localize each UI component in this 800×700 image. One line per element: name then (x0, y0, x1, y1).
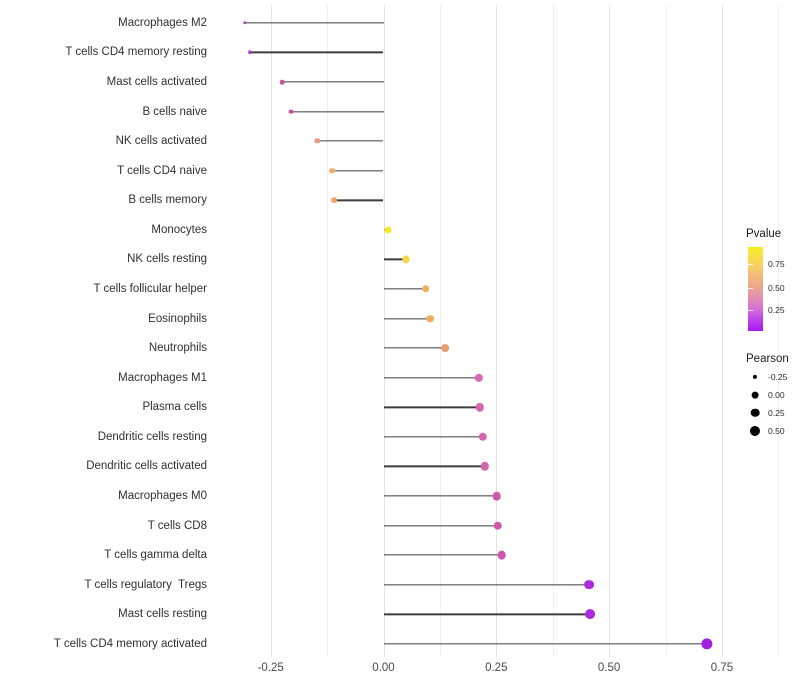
lollipop-segment (383, 347, 445, 349)
lollipop-segment (383, 288, 426, 290)
colorbar-tick (748, 264, 753, 265)
category-label: Macrophages M2 (118, 16, 207, 29)
category-label: T cells follicular helper (93, 282, 207, 295)
major-gridline (609, 5, 611, 657)
pearson-legend-label: 0.50 (768, 425, 785, 436)
lollipop-dot (475, 403, 485, 412)
category-label: Dendritic cells resting (97, 430, 207, 443)
minor-gridline (439, 5, 441, 657)
major-gridline (270, 5, 272, 657)
lollipop-dot (402, 255, 410, 263)
category-label: NK cells resting (127, 253, 207, 266)
category-label: T cells CD4 memory activated (53, 637, 207, 650)
lollipop-dot (440, 344, 449, 352)
minor-gridline (778, 5, 780, 657)
category-label: Macrophages M1 (118, 371, 207, 384)
lollipop-dot (474, 373, 483, 382)
lollipop-segment (332, 169, 384, 172)
lollipop-dot (384, 226, 392, 234)
x-axis-tick-label: 0.25 (485, 662, 508, 674)
lollipop-dot (248, 50, 252, 55)
lollipop-segment (383, 317, 430, 320)
major-gridline (722, 5, 723, 657)
major-gridline (496, 5, 498, 657)
pearson-legend-label: -0.25 (768, 372, 788, 382)
category-label: Plasma cells (142, 401, 207, 414)
legend-pvalue-title: Pvalue (746, 228, 782, 240)
colorbar-tick-label: 0.25 (768, 304, 785, 315)
lollipop-segment (383, 554, 502, 556)
lollipop-segment (383, 495, 497, 497)
category-label: T cells CD8 (147, 519, 207, 532)
pearson-legend-label: 0.00 (768, 389, 785, 400)
lollipop-segment (383, 406, 481, 408)
colorbar-tick-label: 0.75 (768, 259, 785, 269)
lollipop-dot (242, 21, 247, 25)
lollipop-dot (480, 462, 490, 471)
lollipop-dot (492, 491, 502, 501)
lollipop-segment (282, 81, 384, 83)
lollipop-dot (493, 521, 502, 530)
minor-gridline (327, 5, 329, 657)
minor-gridline (665, 5, 667, 657)
lollipop-dot (478, 432, 487, 441)
x-axis-tick-label: -0.25 (257, 662, 284, 674)
lollipop-segment (249, 51, 384, 54)
lollipop-dot (314, 138, 320, 144)
category-label: NK cells activated (115, 135, 207, 148)
lollipop-dot (583, 579, 594, 590)
category-label: Monocytes (151, 223, 207, 236)
lollipop-dot (330, 197, 337, 204)
lollipop-dot (497, 550, 507, 560)
legend-pearson-title: Pearson (746, 353, 789, 365)
lollipop-segment (383, 436, 483, 438)
category-label: Eosinophils (148, 312, 207, 325)
minor-gridline (552, 5, 554, 657)
x-axis-tick-label: 0.50 (597, 662, 621, 674)
lollipop-dot (426, 314, 434, 323)
major-gridline (383, 5, 385, 657)
category-label: Neutrophils (148, 342, 207, 355)
pearson-legend-dot (749, 425, 761, 436)
lollipop-segment (383, 258, 407, 261)
category-label: Mast cells activated (106, 75, 207, 88)
pearson-legend-dot (751, 391, 759, 399)
lollipop-dot (288, 109, 294, 114)
colorbar-tick-label: 0.50 (768, 282, 785, 293)
lollipop-segment (383, 613, 591, 615)
lollipop-segment (383, 643, 707, 645)
x-axis-tick-label: 0.00 (372, 662, 395, 674)
lollipop-dot (329, 167, 335, 174)
lollipop-dot (279, 79, 285, 85)
lollipop-dot (585, 609, 596, 620)
x-axis-tick-label: 0.75 (710, 662, 734, 674)
colorbar-tick (748, 309, 753, 311)
pearson-legend-dot (752, 374, 758, 380)
lollipop-segment (383, 524, 498, 527)
category-label: T cells gamma delta (104, 549, 207, 562)
category-label: Macrophages M0 (118, 489, 207, 502)
pearson-legend-label: 0.25 (768, 407, 785, 418)
category-label: B cells naive (142, 105, 207, 118)
lollipop-segment (291, 110, 384, 113)
pearson-legend-dot (750, 408, 760, 418)
category-label: T cells CD4 naive (117, 164, 207, 177)
lollipop-segment (317, 140, 384, 142)
category-label: Mast cells resting (118, 608, 207, 621)
category-label: Dendritic cells activated (86, 460, 207, 473)
lollipop-dot (422, 285, 430, 293)
lollipop-segment (383, 376, 479, 379)
lollipop-segment (383, 465, 485, 468)
category-label: T cells CD4 memory resting (65, 46, 207, 59)
category-label: B cells memory (128, 194, 207, 207)
lollipop-segment (383, 583, 589, 586)
lollipop-dot (701, 638, 713, 650)
lollipop-segment (333, 199, 384, 201)
category-label: T cells regulatory Tregs (84, 578, 207, 591)
pvalue-colorbar (748, 247, 763, 331)
colorbar-tick (748, 287, 753, 289)
lollipop-segment (244, 22, 384, 24)
